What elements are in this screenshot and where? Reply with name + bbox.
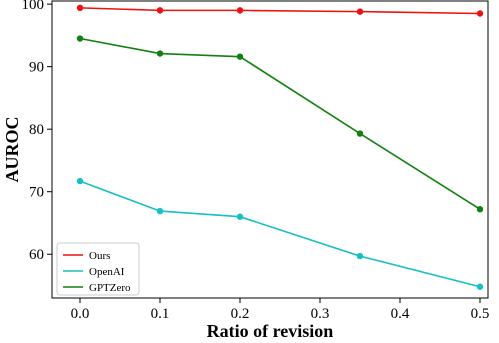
data-point-ours [236, 7, 244, 14]
data-point-openai [476, 283, 484, 290]
data-point-gptzero [356, 130, 364, 137]
series-openai [76, 177, 484, 290]
y-tick-label: 80 [29, 122, 44, 138]
legend-label-gptzero: GPTZero [89, 282, 131, 294]
series-gptzero [76, 35, 484, 213]
x-tick-label: 0.5 [471, 306, 490, 322]
y-tick-label: 70 [29, 185, 44, 201]
x-tick-label: 0.3 [311, 306, 330, 322]
data-point-openai [356, 252, 364, 260]
data-point-gptzero [236, 53, 244, 60]
series-line-gptzero [79, 37, 481, 210]
x-axis: 0.0 0.1 0.2 0.3 0.4 0.5 [71, 298, 490, 322]
x-tick-label: 0.4 [391, 306, 410, 322]
legend-label-ours: Ours [89, 250, 110, 262]
y-axis: 60 70 80 90 100 [22, 0, 52, 263]
data-point-ours [76, 4, 84, 12]
legend: Ours OpenAI GPTZero [56, 242, 140, 296]
data-point-openai [156, 207, 164, 215]
y-tick-label: 100 [22, 0, 45, 13]
x-tick-label: 0.1 [151, 306, 170, 322]
series-line-openai [79, 180, 481, 288]
data-point-gptzero [476, 206, 484, 213]
data-point-ours [356, 8, 364, 15]
x-tick-label: 0.0 [71, 306, 90, 322]
x-axis-title: Ratio of revision [207, 321, 334, 341]
legend-box [56, 242, 140, 296]
data-point-ours [476, 10, 484, 17]
data-point-gptzero [156, 50, 164, 57]
series-layer [76, 4, 484, 290]
data-point-ours [156, 7, 164, 14]
data-point-openai [236, 213, 244, 220]
legend-label-openai: OpenAI [89, 266, 125, 278]
plot-frame [51, 0, 489, 299]
series-ours [76, 4, 484, 17]
y-tick-label: 90 [29, 60, 44, 76]
series-line-ours [79, 7, 481, 15]
data-point-openai [76, 177, 84, 185]
y-tick-label: 60 [29, 247, 44, 263]
data-point-gptzero [76, 35, 84, 42]
x-tick-label: 0.2 [231, 306, 250, 322]
y-axis-title: AUROC [2, 117, 22, 183]
